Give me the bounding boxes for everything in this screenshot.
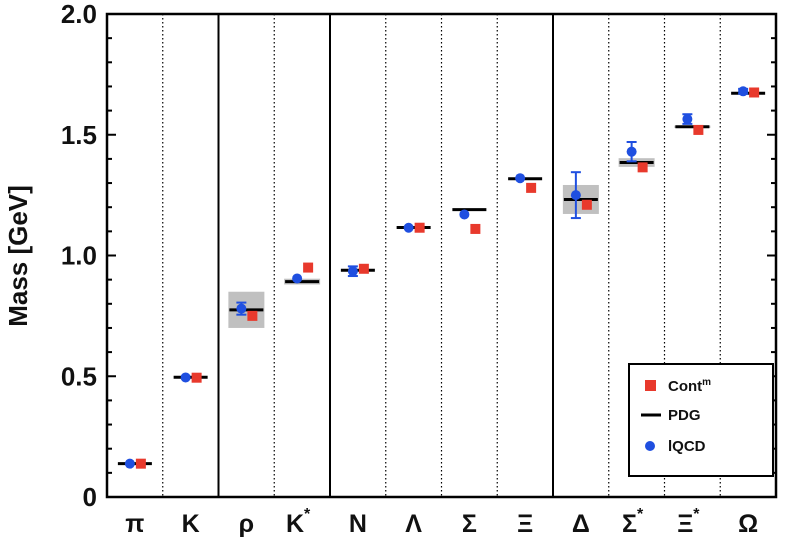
x-category-label: K* <box>286 506 311 538</box>
cont-point <box>135 458 146 469</box>
y-axis-ticks: 0 0.5 1.0 1.5 2.0 <box>61 0 776 512</box>
lqcd-point <box>515 173 526 184</box>
lqcd-point <box>459 209 470 220</box>
series-lqcd <box>124 86 749 469</box>
cont-point <box>693 124 704 135</box>
x-category-label: K <box>182 510 200 538</box>
y-tick-label: 0 <box>83 482 97 512</box>
cont-point <box>414 222 425 233</box>
lqcd-point <box>347 266 358 277</box>
x-category-label: ρ <box>239 510 254 538</box>
pdg-bands <box>228 125 711 328</box>
cont-point <box>749 87 760 98</box>
x-category-label: Ξ <box>517 510 533 538</box>
category-dividers <box>162 14 721 497</box>
lqcd-point <box>738 86 749 97</box>
cont-point <box>637 162 648 173</box>
x-category-label: Σ* <box>622 506 644 538</box>
legend-label-lqcd: lQCD <box>668 438 706 455</box>
y-tick-label: 1.0 <box>61 241 97 271</box>
lqcd-point <box>570 190 581 201</box>
lqcd-point <box>236 303 247 314</box>
legend-label-cont: Contm <box>668 377 711 395</box>
cont-point <box>358 263 369 274</box>
x-category-label: Δ <box>572 510 590 538</box>
x-category-label: N <box>349 510 367 538</box>
y-tick-label: 1.5 <box>61 120 97 150</box>
cont-point <box>581 199 592 210</box>
lqcd-point <box>626 146 637 157</box>
series-cont <box>135 87 760 469</box>
lqcd-point <box>682 114 693 125</box>
lqcd-point <box>124 458 135 469</box>
lqcd-point <box>403 222 414 233</box>
cont-point <box>247 310 258 321</box>
x-category-label: π <box>125 510 144 538</box>
cont-point <box>303 262 314 273</box>
cont-point <box>526 182 537 193</box>
cont-point <box>470 223 481 234</box>
legend-marker-lqcd <box>645 441 655 451</box>
x-category-label: Σ <box>462 510 477 538</box>
y-tick-label: 2.0 <box>61 0 97 29</box>
legend: Contm PDG lQCD <box>628 363 774 477</box>
legend-label-pdg: PDG <box>668 407 701 424</box>
y-axis-label: Mass [GeV] <box>3 185 33 327</box>
y-tick-label: 0.5 <box>61 361 97 391</box>
lqcd-point <box>180 372 191 383</box>
x-category-label: Ξ* <box>677 506 700 538</box>
lqcd-point <box>292 273 303 284</box>
x-category-label: Ω <box>738 510 758 538</box>
cont-point <box>191 372 202 383</box>
x-category-label: Λ <box>405 510 422 538</box>
legend-marker-cont <box>645 380 656 391</box>
